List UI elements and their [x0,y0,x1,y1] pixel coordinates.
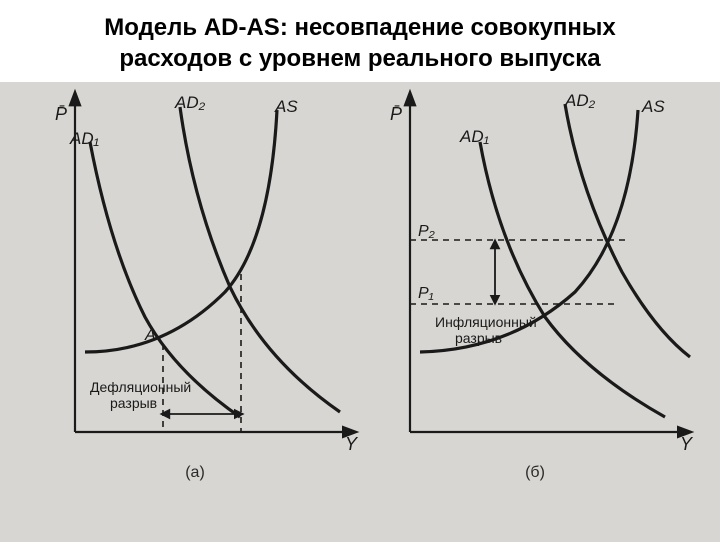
as-curve [85,110,277,352]
ad2-label: AD₂ [174,93,206,112]
p-axis-label-b: P̄ [390,104,402,124]
panel-a-caption: (а) [185,464,205,481]
title-line-1: Модель AD-AS: несовпадение совокупных [104,14,616,41]
page-title: Модель AD-AS: несовпадение совокупных ра… [0,0,720,82]
panel-b-caption: (б) [525,464,545,481]
y-axis-label: Y [345,434,359,454]
ad1-curve [90,142,240,417]
gap-b-text1: Инфляционный [435,314,537,330]
panel-a: P̄ Y AS AD₁ AD₂ A Дефляционный разрыв [55,93,359,454]
ad1-curve-b [480,142,665,417]
point-a-label: A [144,327,156,344]
gap-b-text2: разрыв [455,330,502,346]
panel-b: P̄ Y AS AD₁ AD₂ P₁ P₂ Инфляционный разры… [390,91,694,454]
p1-label: P₁ [418,285,434,302]
ad1-label-b: AD₁ [459,127,489,146]
ad-as-diagram: P̄ Y AS AD₁ AD₂ A Дефляционный разрыв P̄… [0,82,720,512]
ad2-curve [180,107,340,412]
as-label-b: AS [641,97,665,116]
ad1-label: AD₁ [69,129,99,148]
title-line-2: расходов с уровнем реального выпуска [119,45,600,72]
p-axis-label: P̄ [55,104,67,124]
gap-a-text2: разрыв [110,395,157,411]
ad2-curve-b [565,104,690,357]
diagram-container: P̄ Y AS AD₁ AD₂ A Дефляционный разрыв P̄… [0,82,720,542]
ad2-label-b: AD₂ [564,91,596,110]
as-label: AS [274,97,298,116]
gap-a-text1: Дефляционный [90,379,191,395]
p2-label: P₂ [418,223,435,240]
y-axis-label-b: Y [680,434,694,454]
